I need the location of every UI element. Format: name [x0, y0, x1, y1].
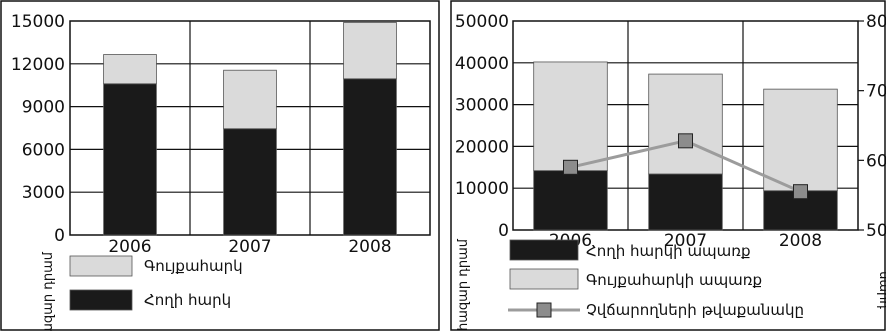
- chart-panel-land-property-tax: 0 3000 6000 9000 12000 15000 2006 2007 2008 հազար…: [0, 0, 440, 331]
- y-tick-label: 0: [498, 221, 509, 241]
- y-axis-label: հազար դրամ: [456, 238, 471, 331]
- bar-property-tax: [103, 54, 157, 85]
- legend-swatch-nonpayers-marker: [536, 302, 552, 318]
- x-tick-label: 2008: [348, 237, 391, 257]
- bar-land-tax: [103, 83, 157, 236]
- legend-label-land-tax-arrears: Հողի հարկի ապառք: [586, 242, 751, 260]
- legend-swatch-land-tax: [69, 289, 133, 311]
- bar-property-tax: [763, 88, 838, 192]
- bar-property-tax: [343, 22, 397, 80]
- legend-label-property-tax-arrears: Գույքահարկի ապառք: [586, 271, 762, 289]
- legend-swatch-land-tax-arrears: [509, 239, 579, 261]
- y-tick-label: 9000: [22, 98, 65, 118]
- chart-panel-arrears: 0 10000 20000 30000 40000 50000 500 600 700 800 20…: [450, 0, 886, 331]
- chart-svg-right: 0 10000 20000 30000 40000 50000 500 600 700 800 20…: [450, 0, 886, 331]
- chart-svg-left: 0 3000 6000 9000 12000 15000 2006 2007 2008 հազար…: [0, 0, 440, 331]
- legend-swatch-property-tax: [69, 255, 133, 277]
- y2-axis-label: մարդ: [876, 271, 886, 309]
- y-tick-label: 10000: [455, 179, 509, 199]
- legend-swatch-property-tax-arrears: [509, 268, 579, 290]
- chart-frame: [0, 0, 440, 331]
- y-tick-label: 20000: [455, 137, 509, 157]
- bar-land-tax: [223, 128, 277, 236]
- x-tick-label: 2008: [779, 231, 822, 251]
- legend-label-land-tax: Հողի հարկ: [144, 291, 231, 309]
- bar-land-tax: [763, 190, 838, 231]
- y2-tick-label: 500: [866, 221, 886, 241]
- y-tick-label: 15000: [11, 12, 65, 32]
- y-tick-label: 3000: [22, 183, 65, 203]
- y-axis-label: հազար դրամ: [41, 251, 56, 331]
- y2-tick-label: 800: [866, 12, 886, 32]
- legend-label-nonpayers: Չվճարողների թվաքանակը: [586, 301, 804, 319]
- y2-tick-label: 700: [866, 82, 886, 102]
- x-tick-label: 2007: [228, 237, 271, 257]
- bar-land-tax: [343, 78, 397, 236]
- y-tick-label: 30000: [455, 96, 509, 116]
- point-nonpayers: [563, 159, 578, 175]
- x-tick-label: 2007: [664, 231, 707, 251]
- chart-frame: [450, 0, 886, 331]
- y-tick-label: 6000: [22, 140, 65, 160]
- point-nonpayers: [793, 184, 808, 200]
- point-nonpayers: [678, 133, 693, 149]
- bar-property-tax: [223, 69, 277, 130]
- bar-land-tax: [648, 173, 723, 231]
- bar-land-tax: [533, 170, 608, 231]
- y2-tick-label: 600: [866, 151, 886, 171]
- x-tick-label: 2006: [108, 237, 151, 257]
- y-tick-label: 40000: [455, 54, 509, 74]
- y-tick-label: 0: [54, 226, 65, 246]
- bar-property-tax: [533, 61, 608, 172]
- bar-property-tax: [648, 73, 723, 175]
- y-tick-label: 12000: [11, 55, 65, 75]
- legend-label-property-tax: Գույքահարկ: [144, 257, 243, 275]
- y-tick-label: 50000: [455, 12, 509, 32]
